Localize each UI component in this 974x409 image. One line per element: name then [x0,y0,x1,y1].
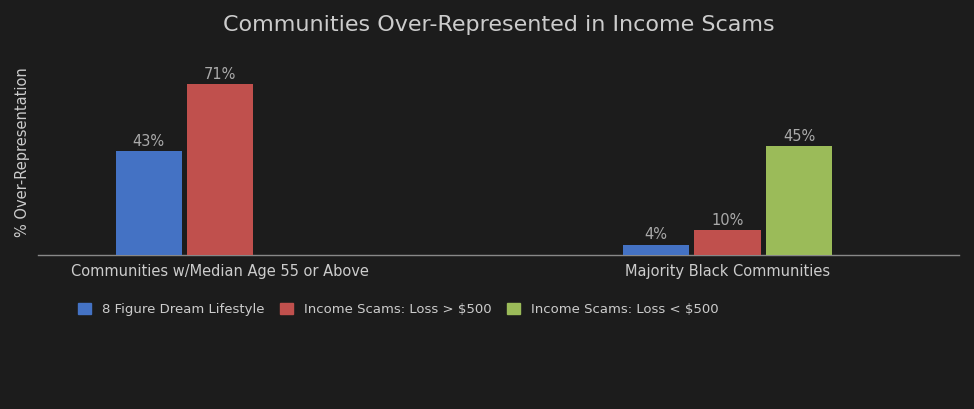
Bar [187,84,253,254]
Bar [116,151,182,254]
Legend: 8 Figure Dream Lifestyle, Income Scams: Loss > $500, Income Scams: Loss < $500: 8 Figure Dream Lifestyle, Income Scams: … [72,298,724,321]
Title: Communities Over-Represented in Income Scams: Communities Over-Represented in Income S… [223,15,774,35]
Text: 45%: 45% [783,129,815,144]
Y-axis label: % Over-Representation: % Over-Representation [15,67,30,237]
Bar [694,231,761,254]
Text: 43%: 43% [132,134,165,149]
Bar [766,146,832,254]
Text: 4%: 4% [644,227,667,243]
Text: 10%: 10% [711,213,743,228]
Text: 71%: 71% [205,67,237,82]
Bar [622,245,689,254]
